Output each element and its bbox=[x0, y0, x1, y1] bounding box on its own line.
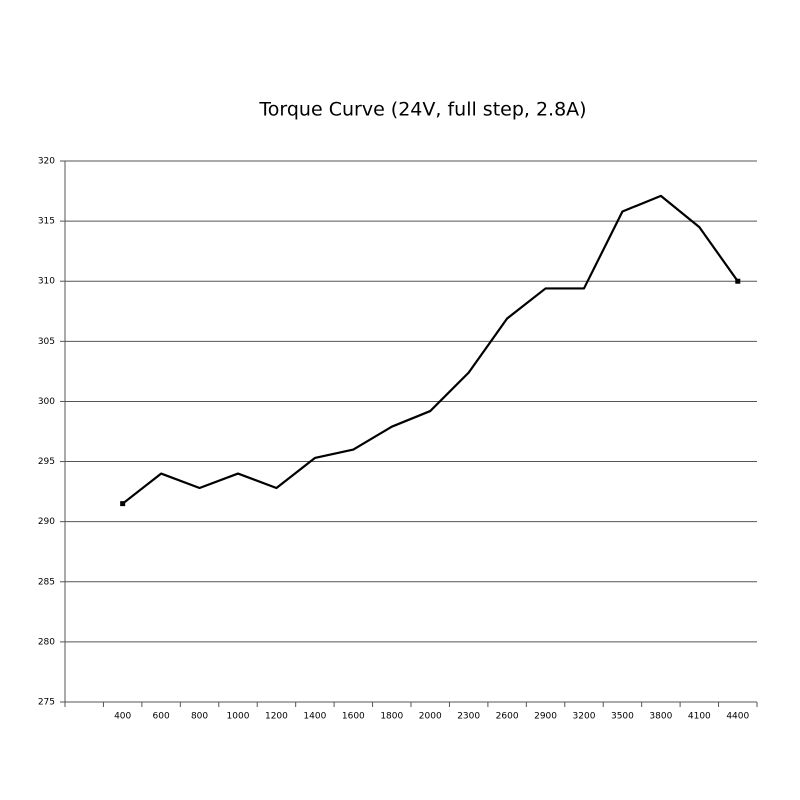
y-tick-label: 310 bbox=[38, 277, 55, 287]
y-tick-label: 290 bbox=[38, 517, 55, 527]
y-tick-label: 280 bbox=[38, 637, 55, 647]
x-tick-label: 2900 bbox=[534, 712, 557, 722]
x-tick-label: 3500 bbox=[611, 712, 634, 722]
x-tick-label: 3800 bbox=[649, 712, 672, 722]
y-tick-label: 305 bbox=[38, 337, 55, 347]
x-tick-label: 1600 bbox=[342, 712, 365, 722]
x-tick-label: 1000 bbox=[227, 712, 250, 722]
chart-title: Torque Curve (24V, full step, 2.8A) bbox=[258, 99, 586, 121]
x-tick-label: 2300 bbox=[457, 712, 480, 722]
x-tick-label: 800 bbox=[191, 712, 208, 722]
x-tick-label: 400 bbox=[114, 712, 131, 722]
x-tick-label: 1400 bbox=[303, 712, 326, 722]
y-tick-label: 300 bbox=[38, 397, 55, 407]
y-tick-label: 275 bbox=[38, 698, 55, 708]
x-tick-label: 4400 bbox=[726, 712, 749, 722]
line bbox=[121, 194, 739, 505]
y-tick-label: 320 bbox=[38, 157, 55, 167]
x-tick-label: 3200 bbox=[573, 712, 596, 722]
x-tick-label: 4100 bbox=[688, 712, 711, 722]
x-tick-label: 600 bbox=[153, 712, 170, 722]
y-tick-label: 295 bbox=[38, 457, 55, 467]
y-tick-label: 315 bbox=[38, 217, 55, 227]
x-tick-label: 1800 bbox=[380, 712, 403, 722]
x-tick-label: 1200 bbox=[265, 712, 288, 722]
x-tick-label: 2600 bbox=[496, 712, 519, 722]
x-tick-label: 2000 bbox=[419, 712, 442, 722]
y-tick-label: 285 bbox=[38, 577, 55, 587]
end-marker bbox=[120, 501, 126, 507]
end-marker bbox=[735, 278, 741, 284]
